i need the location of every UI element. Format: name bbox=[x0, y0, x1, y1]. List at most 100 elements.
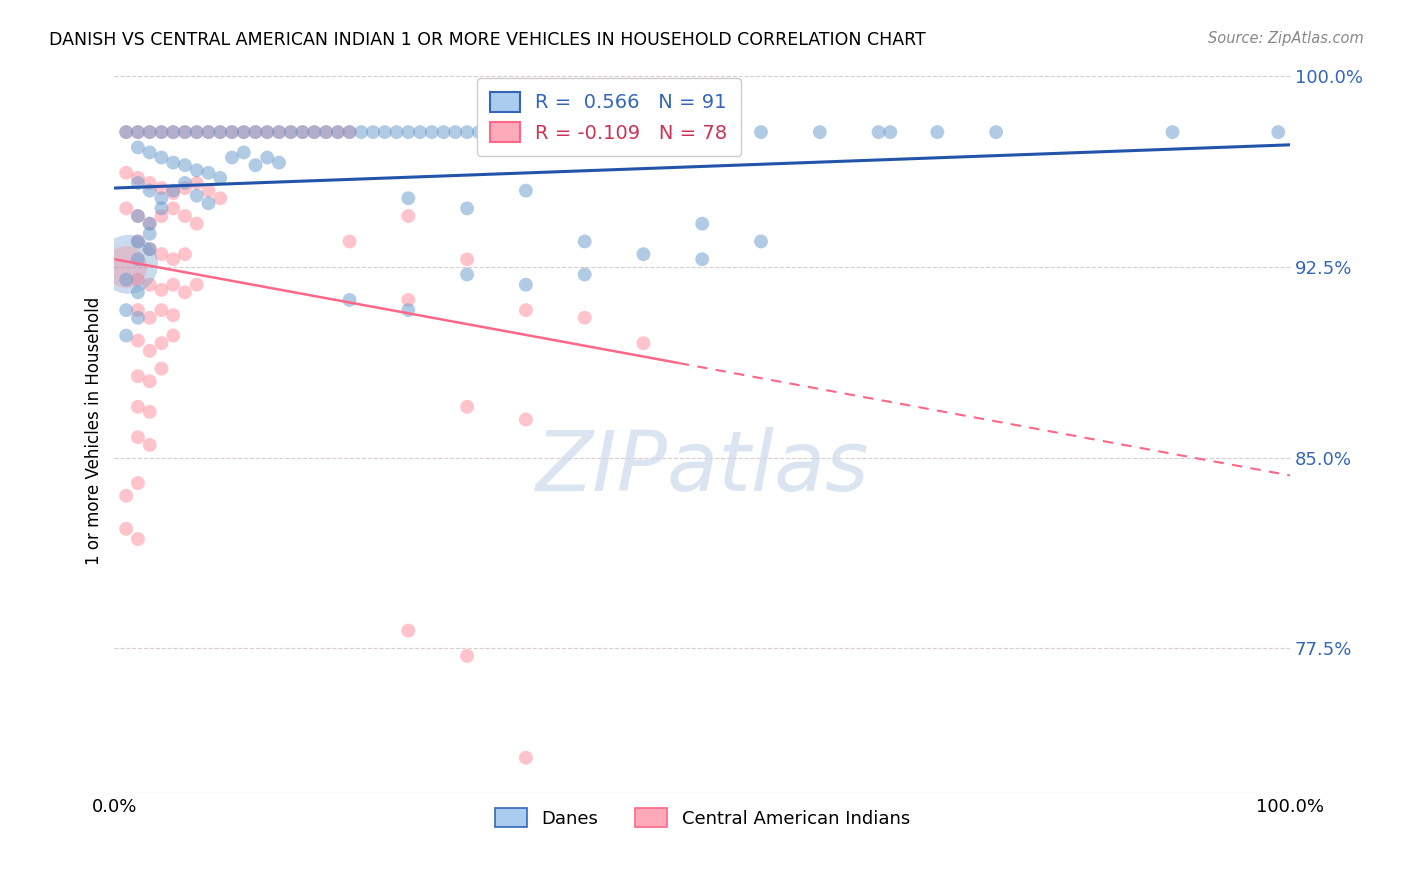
Point bbox=[115, 166, 138, 180]
Point bbox=[256, 125, 278, 139]
Point bbox=[150, 191, 173, 205]
Point bbox=[690, 217, 713, 231]
Point bbox=[138, 125, 160, 139]
Point bbox=[927, 125, 949, 139]
Point bbox=[396, 303, 419, 318]
Point bbox=[150, 303, 173, 318]
Point bbox=[174, 125, 197, 139]
Point bbox=[456, 252, 478, 267]
Point bbox=[245, 158, 267, 172]
Point bbox=[808, 125, 831, 139]
Point bbox=[232, 125, 254, 139]
Point bbox=[197, 166, 219, 180]
Point bbox=[256, 151, 278, 165]
Point bbox=[150, 125, 173, 139]
Point bbox=[339, 125, 361, 139]
Point bbox=[221, 125, 243, 139]
Point bbox=[197, 125, 219, 139]
Point bbox=[396, 624, 419, 638]
Point bbox=[280, 125, 302, 139]
Point bbox=[515, 277, 537, 292]
Point bbox=[127, 285, 149, 300]
Point bbox=[115, 125, 138, 139]
Point bbox=[138, 343, 160, 358]
Point bbox=[984, 125, 1007, 139]
Point bbox=[127, 400, 149, 414]
Point bbox=[186, 176, 208, 190]
Point bbox=[526, 125, 548, 139]
Point bbox=[138, 217, 160, 231]
Point bbox=[267, 155, 290, 169]
Point bbox=[339, 293, 361, 307]
Point bbox=[127, 209, 149, 223]
Point bbox=[197, 184, 219, 198]
Point bbox=[574, 235, 596, 249]
Point bbox=[150, 361, 173, 376]
Point bbox=[174, 181, 197, 195]
Point bbox=[138, 438, 160, 452]
Point bbox=[174, 209, 197, 223]
Point bbox=[574, 310, 596, 325]
Point bbox=[396, 125, 419, 139]
Point bbox=[162, 184, 184, 198]
Point bbox=[361, 125, 384, 139]
Point bbox=[127, 176, 149, 190]
Point bbox=[456, 125, 478, 139]
Point bbox=[749, 125, 772, 139]
Point bbox=[326, 125, 349, 139]
Point bbox=[138, 125, 160, 139]
Point bbox=[150, 181, 173, 195]
Point bbox=[868, 125, 890, 139]
Point bbox=[515, 303, 537, 318]
Point bbox=[115, 125, 138, 139]
Point bbox=[315, 125, 337, 139]
Point bbox=[197, 196, 219, 211]
Point bbox=[150, 209, 173, 223]
Point bbox=[150, 202, 173, 216]
Point bbox=[127, 125, 149, 139]
Point bbox=[127, 140, 149, 154]
Point bbox=[138, 405, 160, 419]
Text: ZIPatlas: ZIPatlas bbox=[536, 426, 869, 508]
Point bbox=[127, 532, 149, 546]
Point bbox=[127, 235, 149, 249]
Point bbox=[280, 125, 302, 139]
Point bbox=[385, 125, 408, 139]
Point bbox=[374, 125, 396, 139]
Point bbox=[749, 235, 772, 249]
Point bbox=[115, 260, 138, 274]
Point bbox=[174, 285, 197, 300]
Legend: Danes, Central American Indians: Danes, Central American Indians bbox=[488, 801, 917, 835]
Text: Source: ZipAtlas.com: Source: ZipAtlas.com bbox=[1208, 31, 1364, 46]
Point bbox=[138, 242, 160, 256]
Y-axis label: 1 or more Vehicles in Household: 1 or more Vehicles in Household bbox=[86, 297, 103, 565]
Point bbox=[174, 176, 197, 190]
Point bbox=[633, 247, 655, 261]
Point bbox=[409, 125, 432, 139]
Point bbox=[1161, 125, 1184, 139]
Point bbox=[127, 369, 149, 384]
Point bbox=[115, 522, 138, 536]
Point bbox=[115, 202, 138, 216]
Point bbox=[150, 283, 173, 297]
Point bbox=[174, 125, 197, 139]
Point bbox=[304, 125, 326, 139]
Point bbox=[162, 186, 184, 201]
Point bbox=[186, 217, 208, 231]
Point bbox=[420, 125, 443, 139]
Point bbox=[291, 125, 314, 139]
Point bbox=[162, 125, 184, 139]
Point bbox=[256, 125, 278, 139]
Point bbox=[232, 145, 254, 160]
Point bbox=[162, 125, 184, 139]
Point bbox=[396, 209, 419, 223]
Point bbox=[221, 151, 243, 165]
Point bbox=[396, 191, 419, 205]
Point bbox=[515, 125, 537, 139]
Point bbox=[162, 328, 184, 343]
Point bbox=[515, 184, 537, 198]
Point bbox=[138, 277, 160, 292]
Point bbox=[315, 125, 337, 139]
Point bbox=[456, 400, 478, 414]
Point bbox=[245, 125, 267, 139]
